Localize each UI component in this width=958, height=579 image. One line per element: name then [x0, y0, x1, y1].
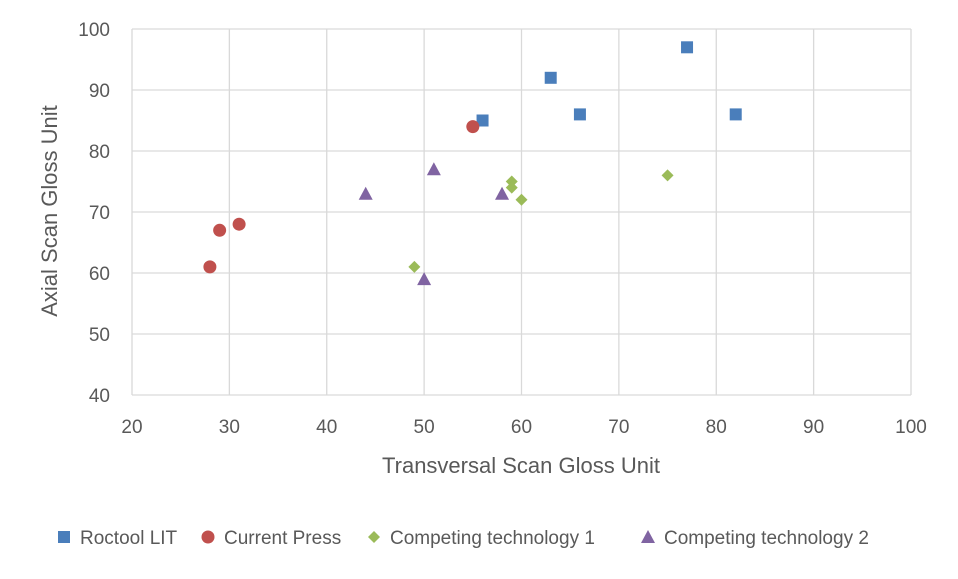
- legend-marker-current-press: [201, 530, 215, 544]
- y-tick-label: 40: [89, 386, 110, 407]
- tick-labels: 20 30 40 50 60 70 80 90 100 40 50 60 70 80 90 100: [78, 20, 927, 438]
- data-point-roctool-lit: [544, 71, 557, 84]
- y-tick-label: 70: [89, 203, 110, 224]
- y-tick-label: 100: [78, 20, 110, 41]
- x-tick-label: 60: [511, 417, 532, 438]
- x-tick-label: 80: [706, 417, 727, 438]
- y-tick-label: 90: [89, 81, 110, 102]
- data-point-current-press: [232, 217, 246, 231]
- data-point-competing-technology-1: [505, 181, 518, 194]
- legend-marker-competing-technology-2: [641, 530, 655, 543]
- x-tick-label: 40: [316, 417, 337, 438]
- data-point-current-press: [213, 223, 227, 237]
- x-tick-label: 100: [895, 417, 927, 438]
- data-point-current-press: [466, 120, 480, 134]
- y-tick-label: 50: [89, 325, 110, 346]
- data-points: [203, 41, 742, 286]
- legend-marker-roctool-lit: [58, 531, 70, 543]
- data-point-competing-technology-2: [495, 186, 510, 200]
- legend-label-competing-technology-1: Competing technology 1: [390, 528, 595, 549]
- y-tick-label: 60: [89, 264, 110, 285]
- x-tick-label: 30: [219, 417, 240, 438]
- grid-lines: [131, 28, 912, 396]
- data-point-roctool-lit: [476, 114, 489, 127]
- y-tick-label: 80: [89, 142, 110, 163]
- x-tick-label: 70: [608, 417, 629, 438]
- data-point-competing-technology-2: [426, 162, 441, 176]
- data-point-competing-technology-1: [515, 193, 528, 206]
- data-point-competing-technology-2: [358, 186, 373, 200]
- data-point-roctool-lit: [681, 41, 694, 54]
- data-point-competing-technology-2: [417, 272, 432, 286]
- data-point-competing-technology-1: [408, 260, 421, 273]
- x-axis-title: Transversal Scan Gloss Unit: [382, 453, 660, 478]
- x-tick-label: 90: [803, 417, 824, 438]
- y-axis-title: Axial Scan Gloss Unit: [37, 105, 62, 317]
- data-point-competing-technology-1: [661, 169, 674, 182]
- x-tick-label: 20: [121, 417, 142, 438]
- legend-label-current-press: Current Press: [224, 528, 341, 549]
- data-point-current-press: [203, 260, 217, 274]
- legend-marker-competing-technology-1: [368, 531, 380, 543]
- data-point-competing-technology-1: [505, 175, 518, 188]
- data-point-roctool-lit: [573, 108, 586, 121]
- legend: Roctool LIT Current Press Competing techno…: [58, 528, 869, 549]
- data-point-roctool-lit: [729, 108, 742, 121]
- x-tick-label: 50: [414, 417, 435, 438]
- legend-label-competing-technology-2: Competing technology 2: [664, 528, 869, 549]
- legend-label-roctool-lit: Roctool LIT: [80, 528, 178, 549]
